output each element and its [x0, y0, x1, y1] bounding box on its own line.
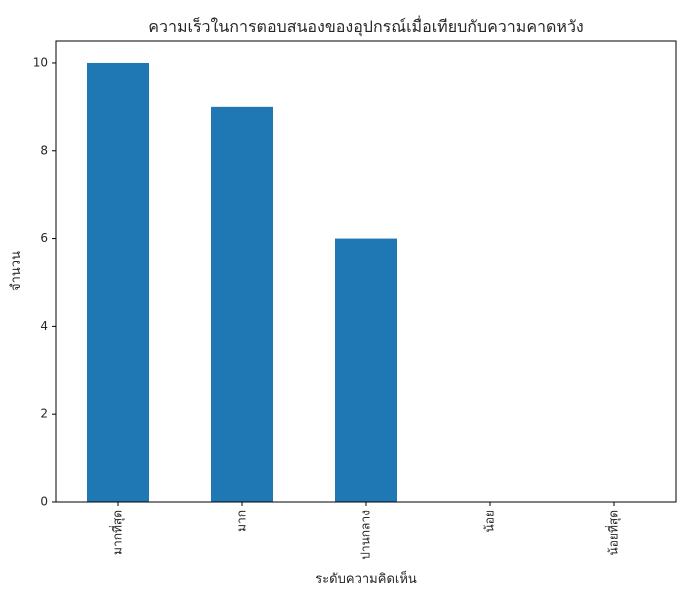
x-tick-label-4: น้อยที่สุด	[605, 510, 622, 555]
y-tick-label-4: 8	[40, 143, 48, 157]
bar-0	[87, 62, 149, 502]
x-tick-label-1: มาก	[235, 510, 249, 532]
bars-group	[87, 62, 397, 503]
plot-area-frame	[55, 40, 677, 503]
x-tick-label-3: น้อย	[483, 510, 497, 532]
x-axis-label: ระดับความคิดเห็น	[315, 569, 417, 587]
x-tick-label-2: ปานกลาง	[359, 510, 373, 560]
y-tick-label-3: 6	[40, 231, 48, 245]
y-tick-label-0: 0	[40, 495, 48, 509]
y-axis-label: จำนวน	[9, 251, 24, 291]
x-axis-ticks: มากที่สุด มาก ปานกลาง น้อย น้อยที่สุด	[109, 502, 622, 560]
bar-2	[335, 238, 397, 503]
y-tick-label-5: 10	[33, 55, 48, 69]
bar-1	[211, 106, 273, 502]
chart-title: ความเร็วในการตอบสนองของอุปกรณ์เมื่อเทียบ…	[148, 15, 583, 37]
y-tick-label-1: 2	[40, 407, 48, 421]
x-tick-label-0: มากที่สุด	[109, 510, 126, 555]
y-tick-label-2: 4	[40, 319, 48, 333]
y-axis-ticks: 0 2 4 6 8 10	[33, 55, 56, 509]
